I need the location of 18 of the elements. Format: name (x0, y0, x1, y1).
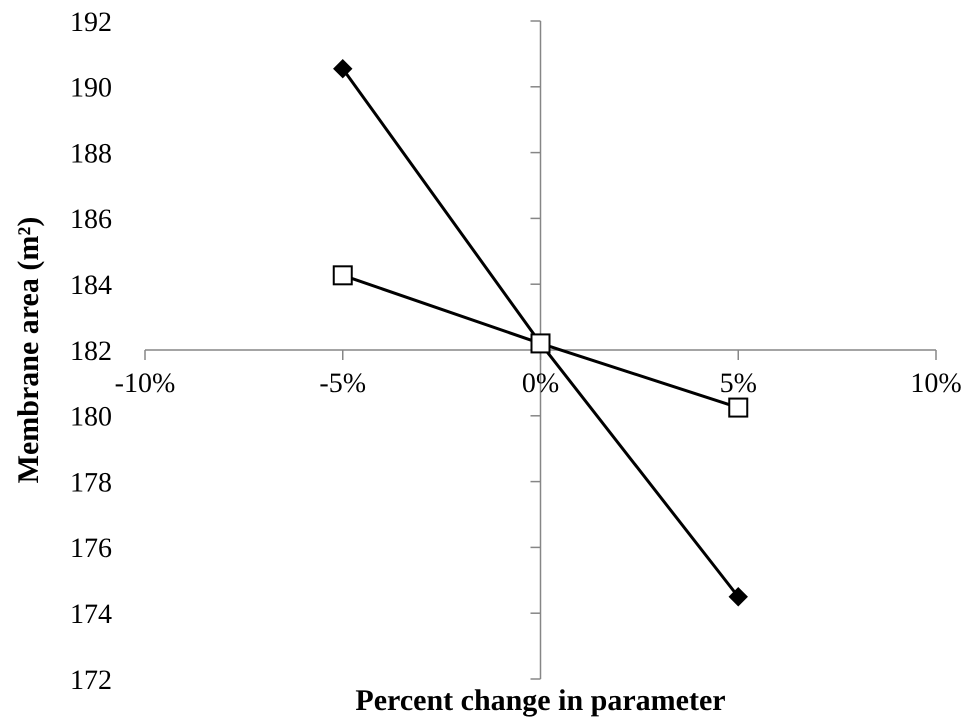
y-tick-label: 190 (70, 72, 112, 104)
y-tick-label: 180 (70, 402, 112, 433)
y-tick-label: 176 (70, 533, 112, 564)
y-tick-label: 192 (70, 6, 112, 38)
x-tick-label: -5% (319, 368, 366, 399)
x-tick-label: 5% (720, 368, 757, 399)
y-tick-label: 184 (70, 270, 112, 301)
y-tick-label: 178 (70, 467, 112, 498)
y-axis-title: Membrane area (m²) (12, 216, 45, 484)
x-tick-label: 10% (910, 368, 962, 399)
x-axis-title: Percent change in parameter (355, 684, 726, 717)
y-tick-label: 182 (70, 336, 112, 367)
x-tick-label: -10% (114, 368, 176, 399)
y-tick-label: 172 (70, 664, 112, 696)
y-tick-label: 174 (70, 599, 112, 630)
x-tick-label: 0% (522, 368, 560, 399)
y-tick-label: 186 (70, 204, 112, 236)
y-tick-label: 188 (70, 138, 112, 170)
